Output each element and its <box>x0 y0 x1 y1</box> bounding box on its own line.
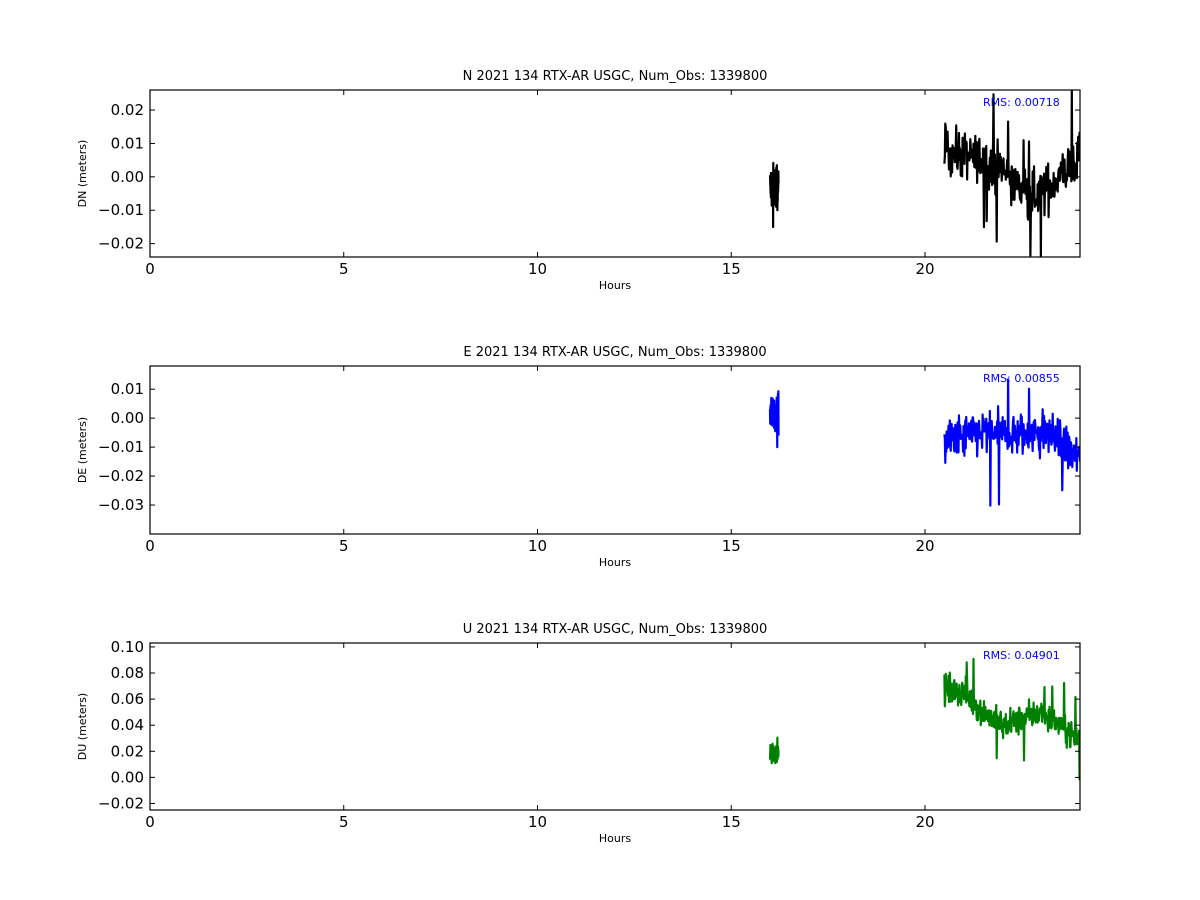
y-tick-label: −0.02 <box>98 794 144 812</box>
x-tick-label: 0 <box>145 813 155 831</box>
x-tick-label: 10 <box>528 260 547 278</box>
x-tick-label: 15 <box>722 260 741 278</box>
y-tick-label: −0.02 <box>98 467 144 485</box>
series-segment <box>943 657 1080 781</box>
panel-e: E 2021 134 RTX-AR USGC, Num_Obs: 1339800… <box>76 345 1081 569</box>
panel-title: U 2021 134 RTX-AR USGC, Num_Obs: 1339800 <box>463 622 768 637</box>
x-tick-label: 0 <box>145 537 155 555</box>
panel-title: N 2021 134 RTX-AR USGC, Num_Obs: 1339800 <box>463 69 768 84</box>
rms-annotation: RMS: 0.04901 <box>983 649 1060 662</box>
y-tick-label: 0.00 <box>111 768 144 786</box>
axes-frame <box>149 365 1081 535</box>
x-tick-label: 10 <box>528 537 547 555</box>
panel-n: N 2021 134 RTX-AR USGC, Num_Obs: 1339800… <box>76 69 1081 292</box>
series-segment <box>943 90 1080 257</box>
x-tick-label: 5 <box>339 260 349 278</box>
y-tick-label: 0.00 <box>111 409 144 427</box>
series-segment <box>943 378 1080 507</box>
y-tick-label: −0.01 <box>98 201 144 219</box>
rms-annotation: RMS: 0.00718 <box>983 96 1060 109</box>
x-tick-label: 20 <box>915 813 934 831</box>
series-u <box>768 657 1080 781</box>
x-tick-label: 20 <box>915 537 934 555</box>
axes-frame <box>149 89 1081 258</box>
x-axis-label: Hours <box>599 832 631 845</box>
x-axis-label: Hours <box>599 279 631 292</box>
y-axis-label: DU (meters) <box>76 693 89 760</box>
x-tick-label: 5 <box>339 813 349 831</box>
y-tick-label: 0.08 <box>111 664 144 682</box>
series-segment <box>768 390 780 449</box>
x-axis-label: Hours <box>599 556 631 569</box>
y-tick-label: 0.02 <box>111 742 144 760</box>
x-tick-label: 15 <box>722 813 741 831</box>
x-tick-label: 10 <box>528 813 547 831</box>
y-tick-label: −0.03 <box>98 496 144 514</box>
x-tick-label: 0 <box>145 260 155 278</box>
x-tick-label: 15 <box>722 537 741 555</box>
series-e <box>768 378 1080 507</box>
y-tick-label: 0.10 <box>111 638 144 656</box>
y-tick-label: −0.01 <box>98 438 144 456</box>
y-tick-label: 0.04 <box>111 716 144 734</box>
y-tick-label: −0.02 <box>98 235 144 253</box>
y-tick-label: 0.01 <box>111 380 144 398</box>
x-tick-label: 5 <box>339 537 349 555</box>
rms-annotation: RMS: 0.00855 <box>983 372 1060 385</box>
y-axis-label: DN (meters) <box>76 140 89 208</box>
y-tick-label: 0.06 <box>111 690 144 708</box>
panel-u: U 2021 134 RTX-AR USGC, Num_Obs: 1339800… <box>76 622 1081 845</box>
axes-frame <box>149 642 1081 811</box>
y-tick-label: 0.01 <box>111 134 144 152</box>
y-tick-label: 0.02 <box>111 101 144 119</box>
x-tick-label: 20 <box>915 260 934 278</box>
series-segment <box>768 736 780 765</box>
series-segment <box>768 161 780 229</box>
y-tick-label: 0.00 <box>111 168 144 186</box>
series-n <box>768 90 1080 257</box>
panel-title: E 2021 134 RTX-AR USGC, Num_Obs: 1339800 <box>463 345 766 360</box>
y-axis-label: DE (meters) <box>76 417 89 483</box>
